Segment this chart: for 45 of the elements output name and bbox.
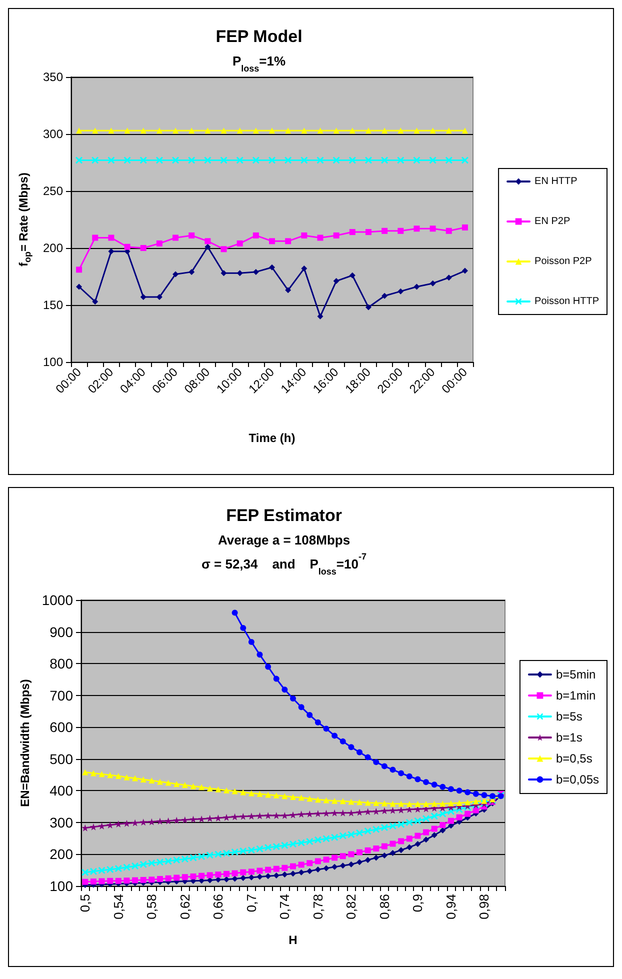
x-tick-label: 0,54 bbox=[110, 894, 126, 920]
y-tick-label: 900 bbox=[50, 624, 74, 640]
x-tick-label: 0,62 bbox=[177, 894, 192, 920]
legend-label: Poisson P2P bbox=[534, 256, 592, 267]
legend-label: EN HTTP bbox=[534, 176, 578, 187]
y-tick-label: 1000 bbox=[42, 592, 74, 608]
chart-title: FEP Estimator bbox=[226, 506, 342, 525]
legend-label: b=5min bbox=[556, 668, 596, 682]
x-tick-label: 0,94 bbox=[443, 894, 458, 920]
legend-label: Poisson HTTP bbox=[534, 296, 600, 307]
y-tick-label: 100 bbox=[50, 878, 74, 894]
y-tick-label: 200 bbox=[50, 846, 74, 862]
y-axis-title: fop= Rate (Mbps) bbox=[16, 172, 33, 266]
x-axis-title: Time (h) bbox=[248, 431, 296, 445]
x-tick-label: 0,98 bbox=[476, 894, 492, 920]
x-tick-label: 0,7 bbox=[244, 894, 259, 912]
x-tick-label: 0,58 bbox=[144, 894, 160, 920]
x-tick-label: 0,74 bbox=[277, 894, 292, 920]
legend-label: EN P2P bbox=[534, 216, 570, 227]
y-tick-label: 700 bbox=[50, 687, 74, 704]
x-tick-label: 0,9 bbox=[410, 894, 426, 912]
y-tick-label: 300 bbox=[50, 814, 74, 830]
y-tick-label: 300 bbox=[42, 127, 64, 141]
x-axis-title: H bbox=[288, 933, 298, 947]
x-tick-label: 0,5 bbox=[78, 894, 93, 912]
y-tick-label: 800 bbox=[50, 656, 74, 672]
y-tick-label: 100 bbox=[42, 355, 64, 369]
legend-label: b=1min bbox=[556, 688, 596, 702]
legend-label: b=5s bbox=[556, 710, 582, 724]
legend-label: b=1s bbox=[556, 730, 582, 744]
y-tick-label: 350 bbox=[42, 70, 64, 84]
x-tick-label: 0,66 bbox=[210, 894, 226, 920]
legend-label: b=0,5s bbox=[556, 752, 592, 766]
x-tick-label: 0,78 bbox=[310, 894, 326, 920]
chart-title: FEP Model bbox=[216, 27, 302, 46]
y-tick-label: 150 bbox=[42, 298, 64, 312]
y-tick-label: 600 bbox=[50, 719, 74, 736]
x-tick-label: 0,82 bbox=[344, 894, 359, 920]
y-tick-label: 500 bbox=[50, 750, 74, 767]
x-tick-label: 0,86 bbox=[376, 894, 392, 920]
y-tick-label: 400 bbox=[50, 782, 74, 799]
y-axis-title: EN=Bandwidth (Mbps) bbox=[18, 679, 32, 807]
y-tick-label: 200 bbox=[42, 241, 64, 255]
y-tick-label: 250 bbox=[42, 184, 64, 198]
legend-label: b=0,05s bbox=[556, 772, 600, 786]
